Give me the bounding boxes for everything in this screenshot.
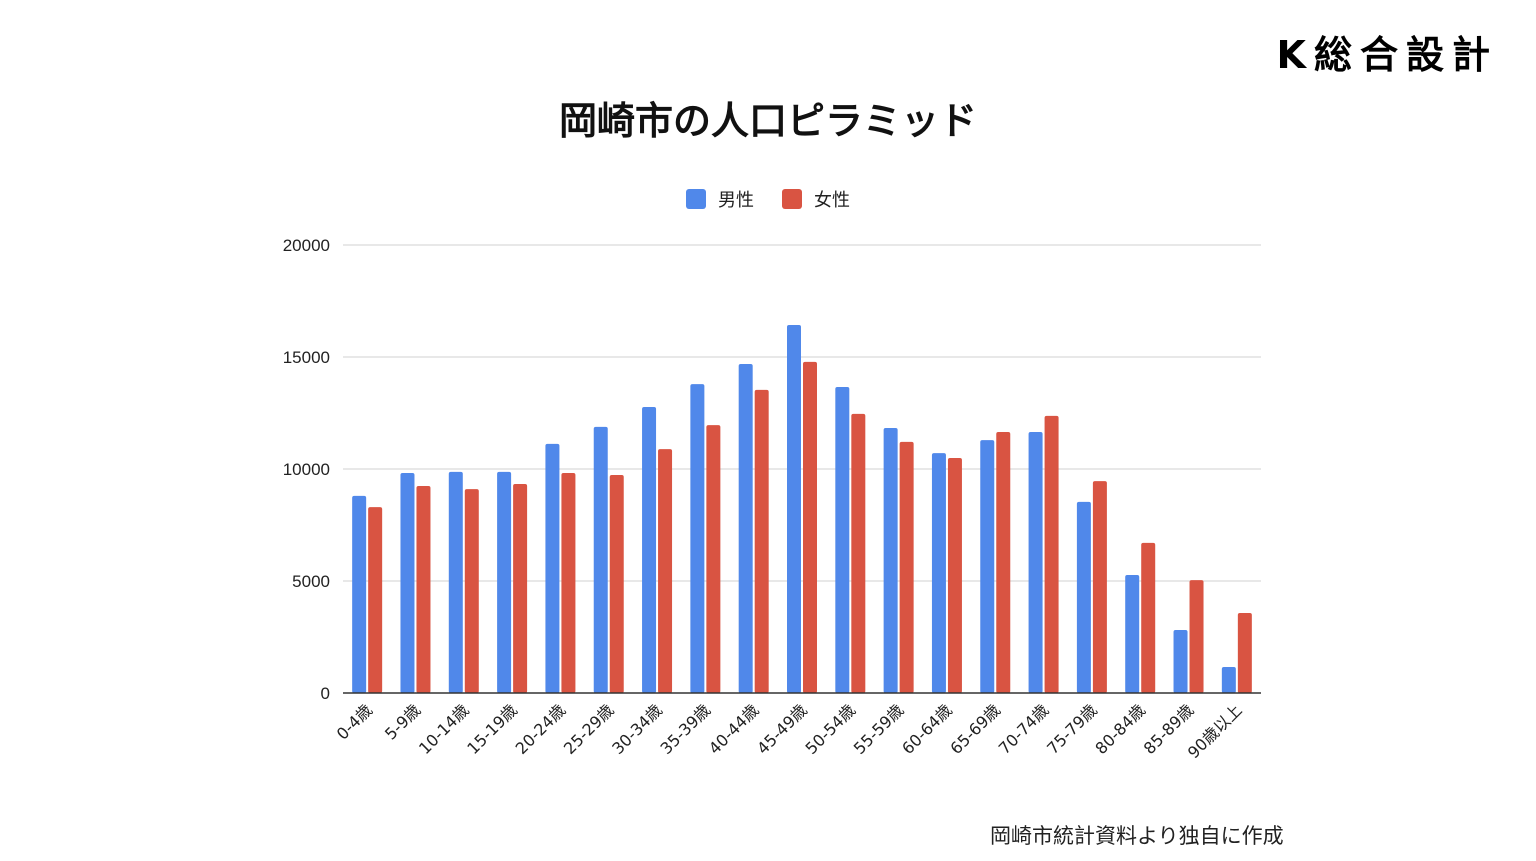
bar-female <box>996 432 1011 693</box>
y-tick-label: 5000 <box>292 572 330 591</box>
x-tick-label: 55-59歳 <box>850 700 908 758</box>
bar-male <box>1221 667 1236 693</box>
bar-male <box>1125 574 1140 693</box>
bar-male <box>497 471 512 693</box>
bar-female <box>1092 481 1107 693</box>
y-tick-label: 15000 <box>283 348 330 367</box>
y-tick-label: 10000 <box>283 460 330 479</box>
y-tick-label: 20000 <box>283 236 330 255</box>
bar-female <box>754 389 769 693</box>
x-tick-label: 10-14歳 <box>415 700 473 758</box>
x-tick-label: 20-24歳 <box>512 700 570 758</box>
bar-male <box>352 495 367 693</box>
bar-female <box>1141 542 1156 693</box>
bar-male <box>883 428 898 693</box>
legend-item-male: 男性 <box>686 186 754 212</box>
source-note: 岡崎市統計資料より独自に作成 <box>990 824 1284 848</box>
x-tick-label: 40-44歳 <box>705 700 763 758</box>
legend-swatch-male <box>686 189 706 209</box>
legend-label-male: 男性 <box>718 190 754 211</box>
bar-male <box>1173 630 1188 693</box>
y-tick-label: 0 <box>321 684 330 703</box>
x-tick-label: 70-74歳 <box>995 700 1053 758</box>
legend-label-female: 女性 <box>814 190 850 211</box>
bar-male <box>1076 501 1091 693</box>
x-tick-label: 25-29歳 <box>560 700 618 758</box>
chart-legend: 男性 女性 <box>0 186 1536 212</box>
bar-female <box>1189 580 1204 693</box>
bar-female <box>1044 415 1059 693</box>
bar-male <box>931 453 946 693</box>
legend-item-female: 女性 <box>782 186 850 212</box>
bar-female <box>851 413 866 693</box>
x-tick-label: 15-19歳 <box>463 700 521 758</box>
bar-female <box>464 489 479 693</box>
x-tick-label: 50-54歳 <box>802 700 860 758</box>
bar-male <box>593 426 608 693</box>
bar-female <box>1237 613 1252 693</box>
bar-female <box>561 473 576 693</box>
bar-male <box>642 406 657 693</box>
bar-male <box>448 471 463 693</box>
bar-female <box>803 361 817 693</box>
x-tick-label: 30-34歳 <box>608 700 666 758</box>
bar-male <box>787 324 801 693</box>
bar-female <box>947 458 962 693</box>
x-tick-label: 0-4歳 <box>333 700 376 743</box>
bar-female <box>416 486 431 693</box>
bar-male <box>835 387 850 693</box>
bar-female <box>899 441 914 693</box>
x-tick-label: 60-64歳 <box>898 700 956 758</box>
x-tick-label: 80-84歳 <box>1091 700 1149 758</box>
bar-male <box>545 443 560 693</box>
x-tick-label: 5-9歳 <box>381 700 424 743</box>
chart-title: 岡崎市の人口ピラミッド <box>558 99 977 143</box>
bar-female <box>513 484 528 693</box>
company-logo: K総合設計 <box>1276 33 1498 77</box>
bar-male <box>1028 432 1043 693</box>
bar-female <box>658 449 673 693</box>
x-tick-label: 65-69歳 <box>946 700 1004 758</box>
x-tick-label: 45-49歳 <box>753 700 811 758</box>
x-tick-label: 75-79歳 <box>1043 700 1101 758</box>
x-tick-label: 35-39歳 <box>657 700 715 758</box>
bar-female <box>706 425 721 693</box>
bar-male <box>738 363 753 693</box>
legend-swatch-female <box>782 189 802 209</box>
bar-male <box>400 473 415 693</box>
bar-male <box>690 384 705 693</box>
bar-female <box>368 507 383 693</box>
bar-female <box>609 475 624 693</box>
bar-male <box>980 440 995 693</box>
